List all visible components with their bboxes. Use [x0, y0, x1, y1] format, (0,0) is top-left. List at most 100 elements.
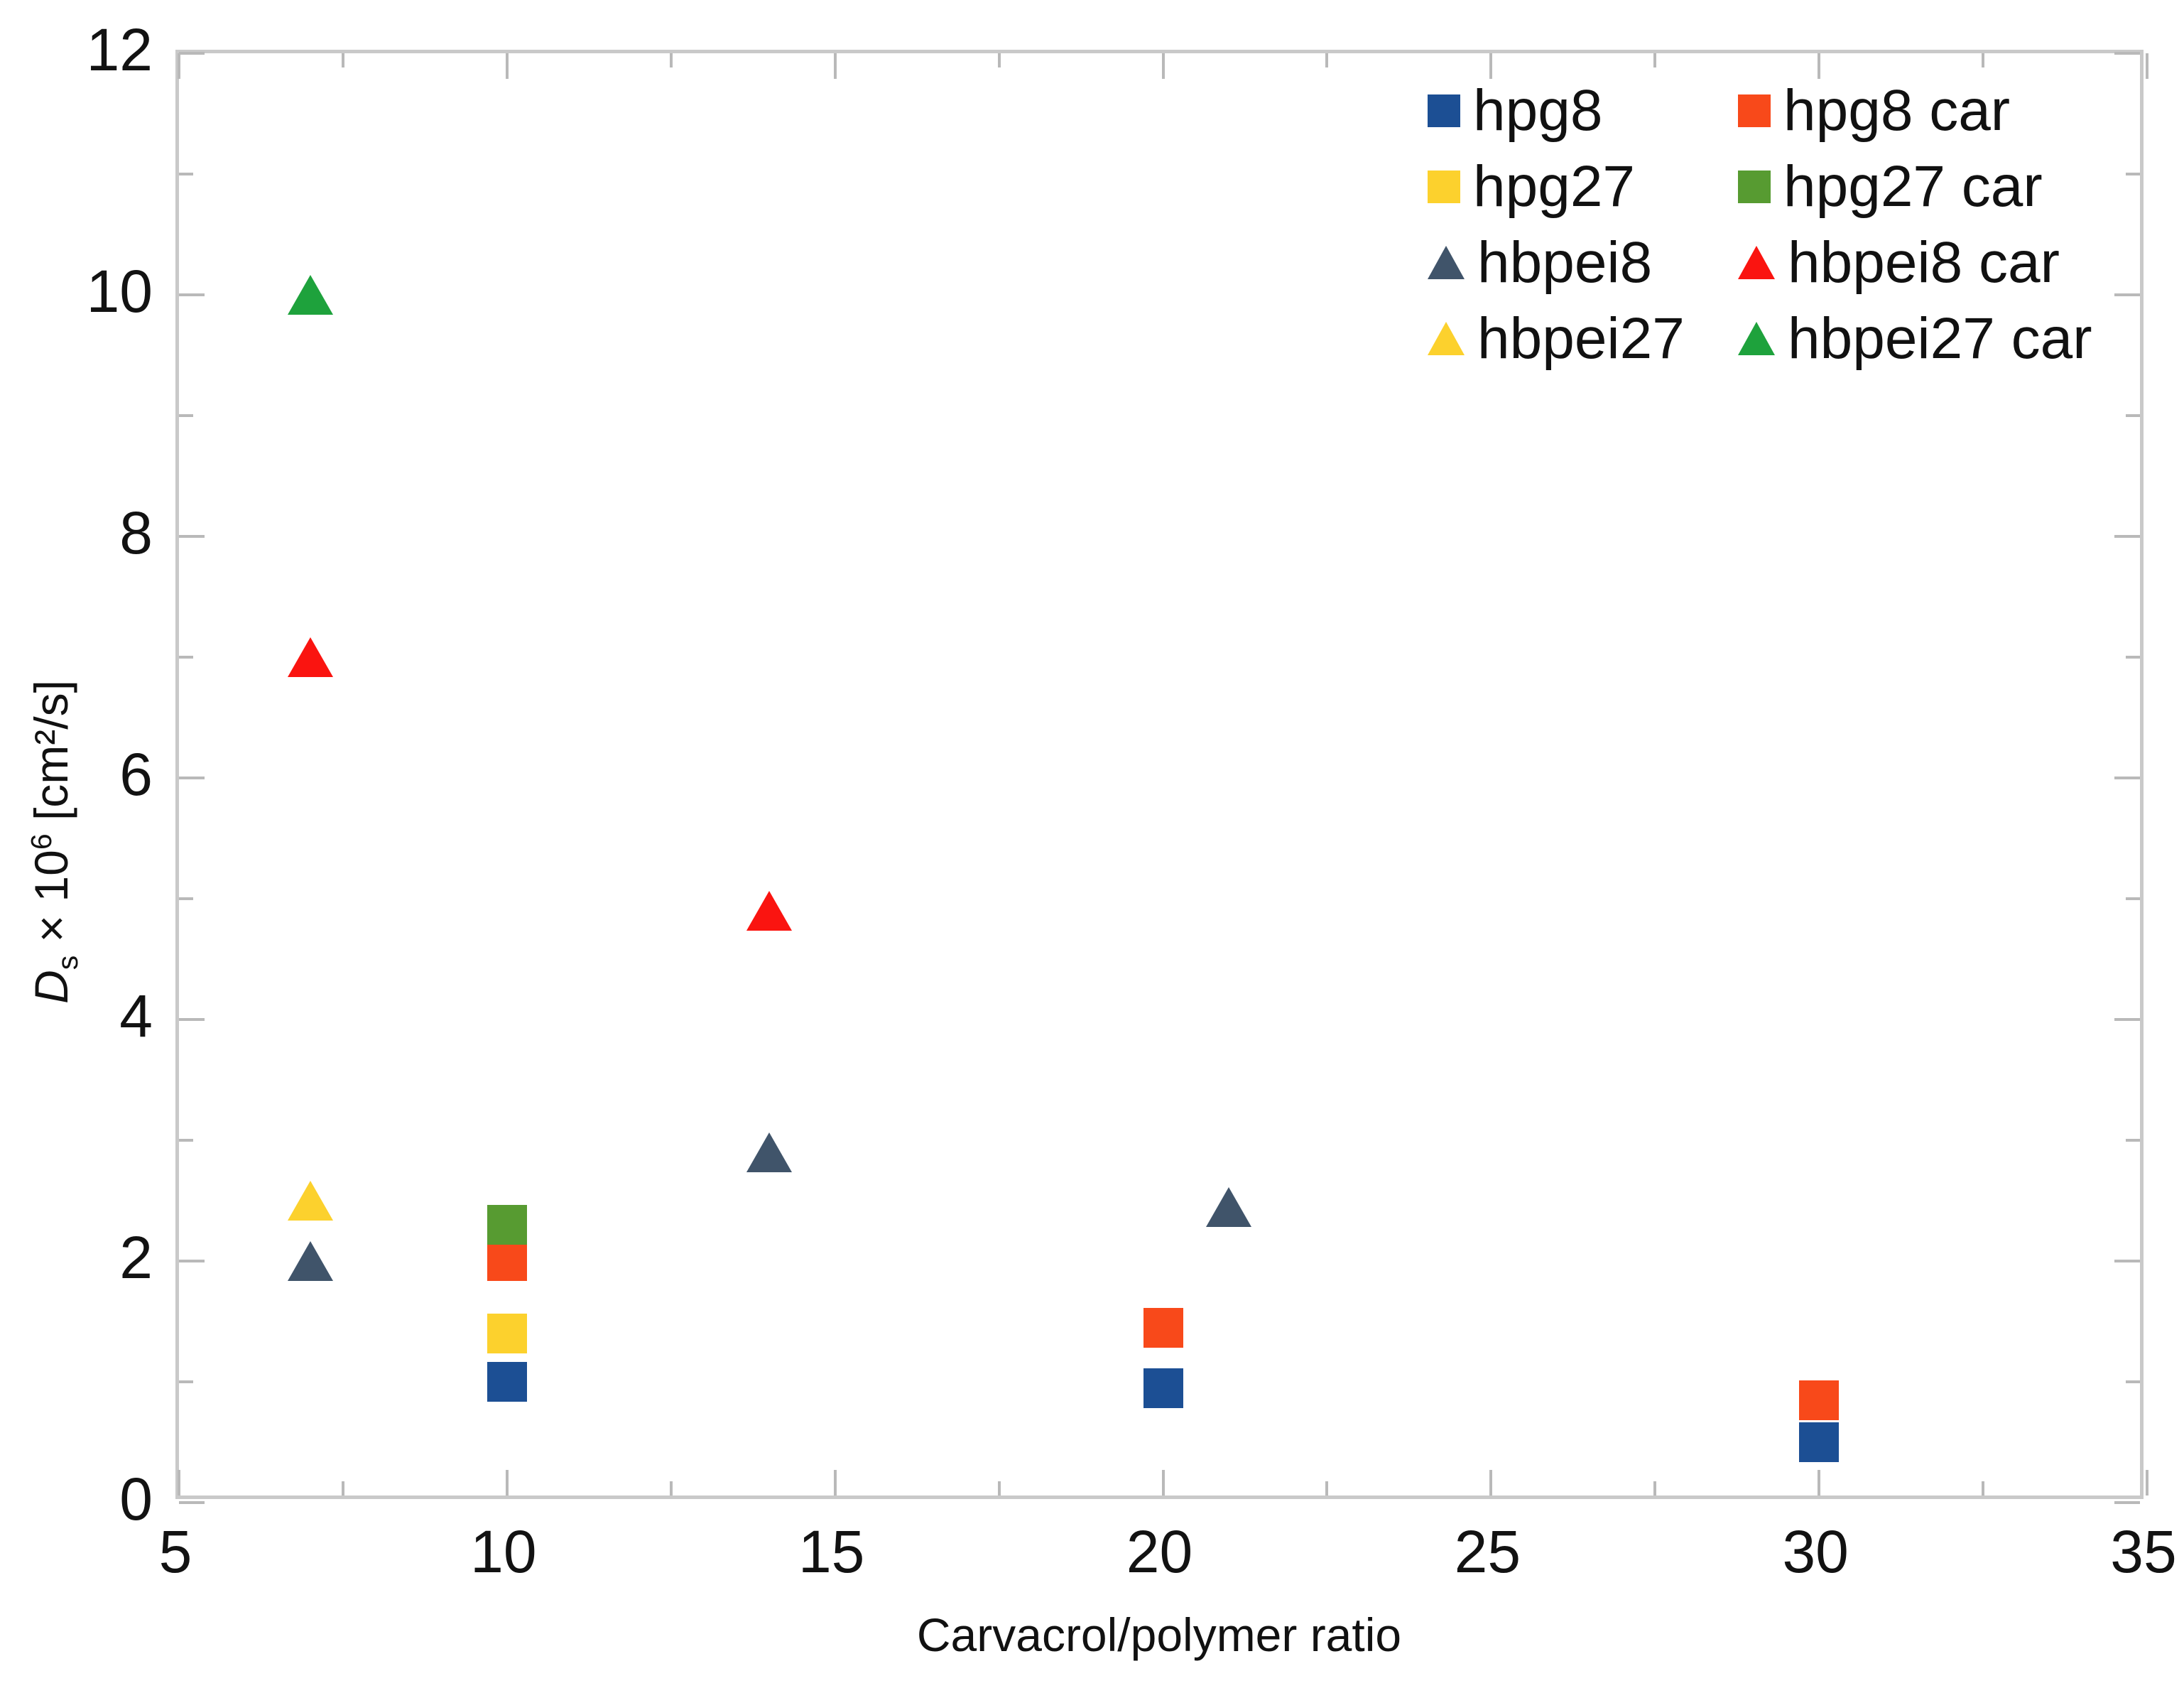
triangle-swatch-icon — [1738, 246, 1775, 279]
legend-item-hpg27-car: hpg27 car — [1738, 153, 2092, 219]
legend-label: hbpei27 — [1477, 305, 1685, 371]
x-tick-label: 25 — [1454, 1518, 1521, 1585]
x-minor-tick-top — [1982, 53, 1985, 67]
square-swatch-icon — [1738, 170, 1771, 203]
legend-label: hpg8 car — [1783, 77, 2011, 143]
y-minor-tick-right — [2126, 1380, 2140, 1383]
marker-hpg27 — [487, 1314, 527, 1353]
marker-hpg8 — [1143, 1368, 1183, 1408]
x-minor-tick-bottom — [1325, 1481, 1329, 1495]
y-minor-tick-left — [179, 414, 193, 417]
y-major-tick-left — [179, 52, 205, 55]
y-major-tick-left — [179, 535, 205, 538]
x-minor-tick-bottom — [669, 1481, 673, 1495]
plot-area — [175, 50, 2148, 1504]
x-major-tick-top — [833, 53, 837, 79]
legend-item-hbpei27-car: hbpei27 car — [1738, 305, 2092, 371]
y-major-tick-right — [2114, 1501, 2140, 1504]
y-tick-label: 12 — [86, 16, 153, 83]
legend-item-hbpei8: hbpei8 — [1428, 229, 1738, 295]
y-minor-tick-left — [179, 173, 193, 175]
y-minor-tick-left — [179, 1380, 193, 1383]
x-minor-tick-bottom — [1653, 1481, 1657, 1495]
x-major-tick-top — [505, 53, 509, 79]
x-major-tick-top — [178, 53, 180, 79]
x-major-tick-top — [1161, 53, 1165, 79]
y-tick-label: 0 — [119, 1466, 153, 1532]
x-minor-tick-bottom — [997, 1481, 1001, 1495]
legend-label: hbpei27 car — [1788, 305, 2092, 371]
triangle-swatch-icon — [1738, 322, 1775, 355]
y-axis-title: Ds × 106 [cm²/s] — [25, 680, 84, 1004]
marker-hbpei8 — [287, 1241, 333, 1281]
square-swatch-icon — [1738, 94, 1771, 127]
square-swatch-icon — [1428, 94, 1460, 127]
legend-item-hpg8: hpg8 — [1428, 81, 1738, 140]
y-major-tick-left — [179, 1501, 205, 1504]
y-tick-label: 2 — [119, 1224, 153, 1291]
legend-item-hpg8-car: hpg8 car — [1738, 77, 2092, 143]
x-minor-tick-top — [341, 53, 344, 67]
marker-hbpei8-car — [746, 891, 793, 931]
marker-hpg8 — [1799, 1422, 1840, 1462]
y-title-units: [cm²/s] — [25, 680, 77, 834]
y-major-tick-right — [2114, 293, 2140, 296]
x-minor-tick-bottom — [341, 1481, 344, 1495]
x-tick-label: 15 — [798, 1518, 865, 1585]
x-major-tick-bottom — [2146, 1470, 2148, 1495]
marker-hbpei27-car — [287, 275, 333, 315]
y-minor-tick-right — [2126, 173, 2140, 175]
marker-hbpei8 — [1205, 1186, 1251, 1227]
legend-item-hbpei8-car: hbpei8 car — [1738, 229, 2092, 295]
marker-hpg8-car — [1143, 1307, 1183, 1348]
y-minor-tick-right — [2126, 897, 2140, 900]
y-major-tick-right — [2114, 535, 2140, 538]
x-minor-tick-top — [1325, 53, 1329, 67]
y-title-exponent: 6 — [25, 833, 58, 850]
y-tick-label: 6 — [119, 741, 153, 808]
legend-label: hpg27 — [1473, 153, 1636, 219]
marker-hpg27-car — [487, 1205, 527, 1245]
marker-hpg8-car — [1799, 1380, 1840, 1420]
legend: hpg8 hpg8 car hpg27 hpg27 car hbpei8 hbpei8 c… — [1428, 72, 2092, 377]
y-major-tick-right — [2114, 1260, 2140, 1262]
triangle-swatch-icon — [1428, 246, 1465, 279]
triangle-swatch-icon — [1428, 322, 1465, 355]
marker-hpg8 — [487, 1362, 527, 1402]
x-minor-tick-top — [997, 53, 1001, 67]
x-major-tick-bottom — [1161, 1470, 1165, 1495]
x-minor-tick-top — [669, 53, 673, 67]
marker-hbpei8 — [746, 1132, 793, 1172]
x-major-tick-top — [2146, 53, 2148, 79]
x-major-tick-top — [1818, 53, 1821, 79]
x-major-tick-bottom — [833, 1470, 837, 1495]
y-minor-tick-left — [179, 1139, 193, 1142]
legend-label: hbpei8 — [1477, 229, 1653, 295]
legend-label: hbpei8 car — [1788, 229, 2060, 295]
x-minor-tick-top — [1653, 53, 1657, 67]
legend-item-hbpei27: hbpei27 — [1428, 305, 1738, 371]
legend-label: hpg27 car — [1783, 153, 2043, 219]
x-tick-label: 10 — [470, 1518, 537, 1585]
y-major-tick-left — [179, 777, 205, 779]
x-tick-label: 20 — [1126, 1518, 1193, 1585]
y-minor-tick-right — [2126, 1139, 2140, 1142]
y-minor-tick-right — [2126, 414, 2140, 417]
y-tick-label: 8 — [119, 499, 153, 566]
x-tick-label: 35 — [2110, 1518, 2177, 1585]
y-major-tick-left — [179, 1260, 205, 1262]
y-tick-label: 10 — [86, 258, 153, 325]
y-major-tick-right — [2114, 52, 2140, 55]
y-title-symbol: D — [25, 970, 77, 1004]
y-tick-label: 4 — [119, 983, 153, 1049]
square-swatch-icon — [1428, 170, 1460, 203]
x-major-tick-bottom — [178, 1470, 180, 1495]
x-tick-label: 30 — [1782, 1518, 1849, 1585]
y-title-subscript: s — [51, 955, 85, 970]
marker-hbpei8-car — [287, 637, 333, 677]
x-major-tick-top — [1489, 53, 1493, 79]
legend-item-hpg27: hpg27 — [1428, 153, 1738, 219]
x-major-tick-bottom — [505, 1470, 509, 1495]
y-minor-tick-left — [179, 656, 193, 659]
